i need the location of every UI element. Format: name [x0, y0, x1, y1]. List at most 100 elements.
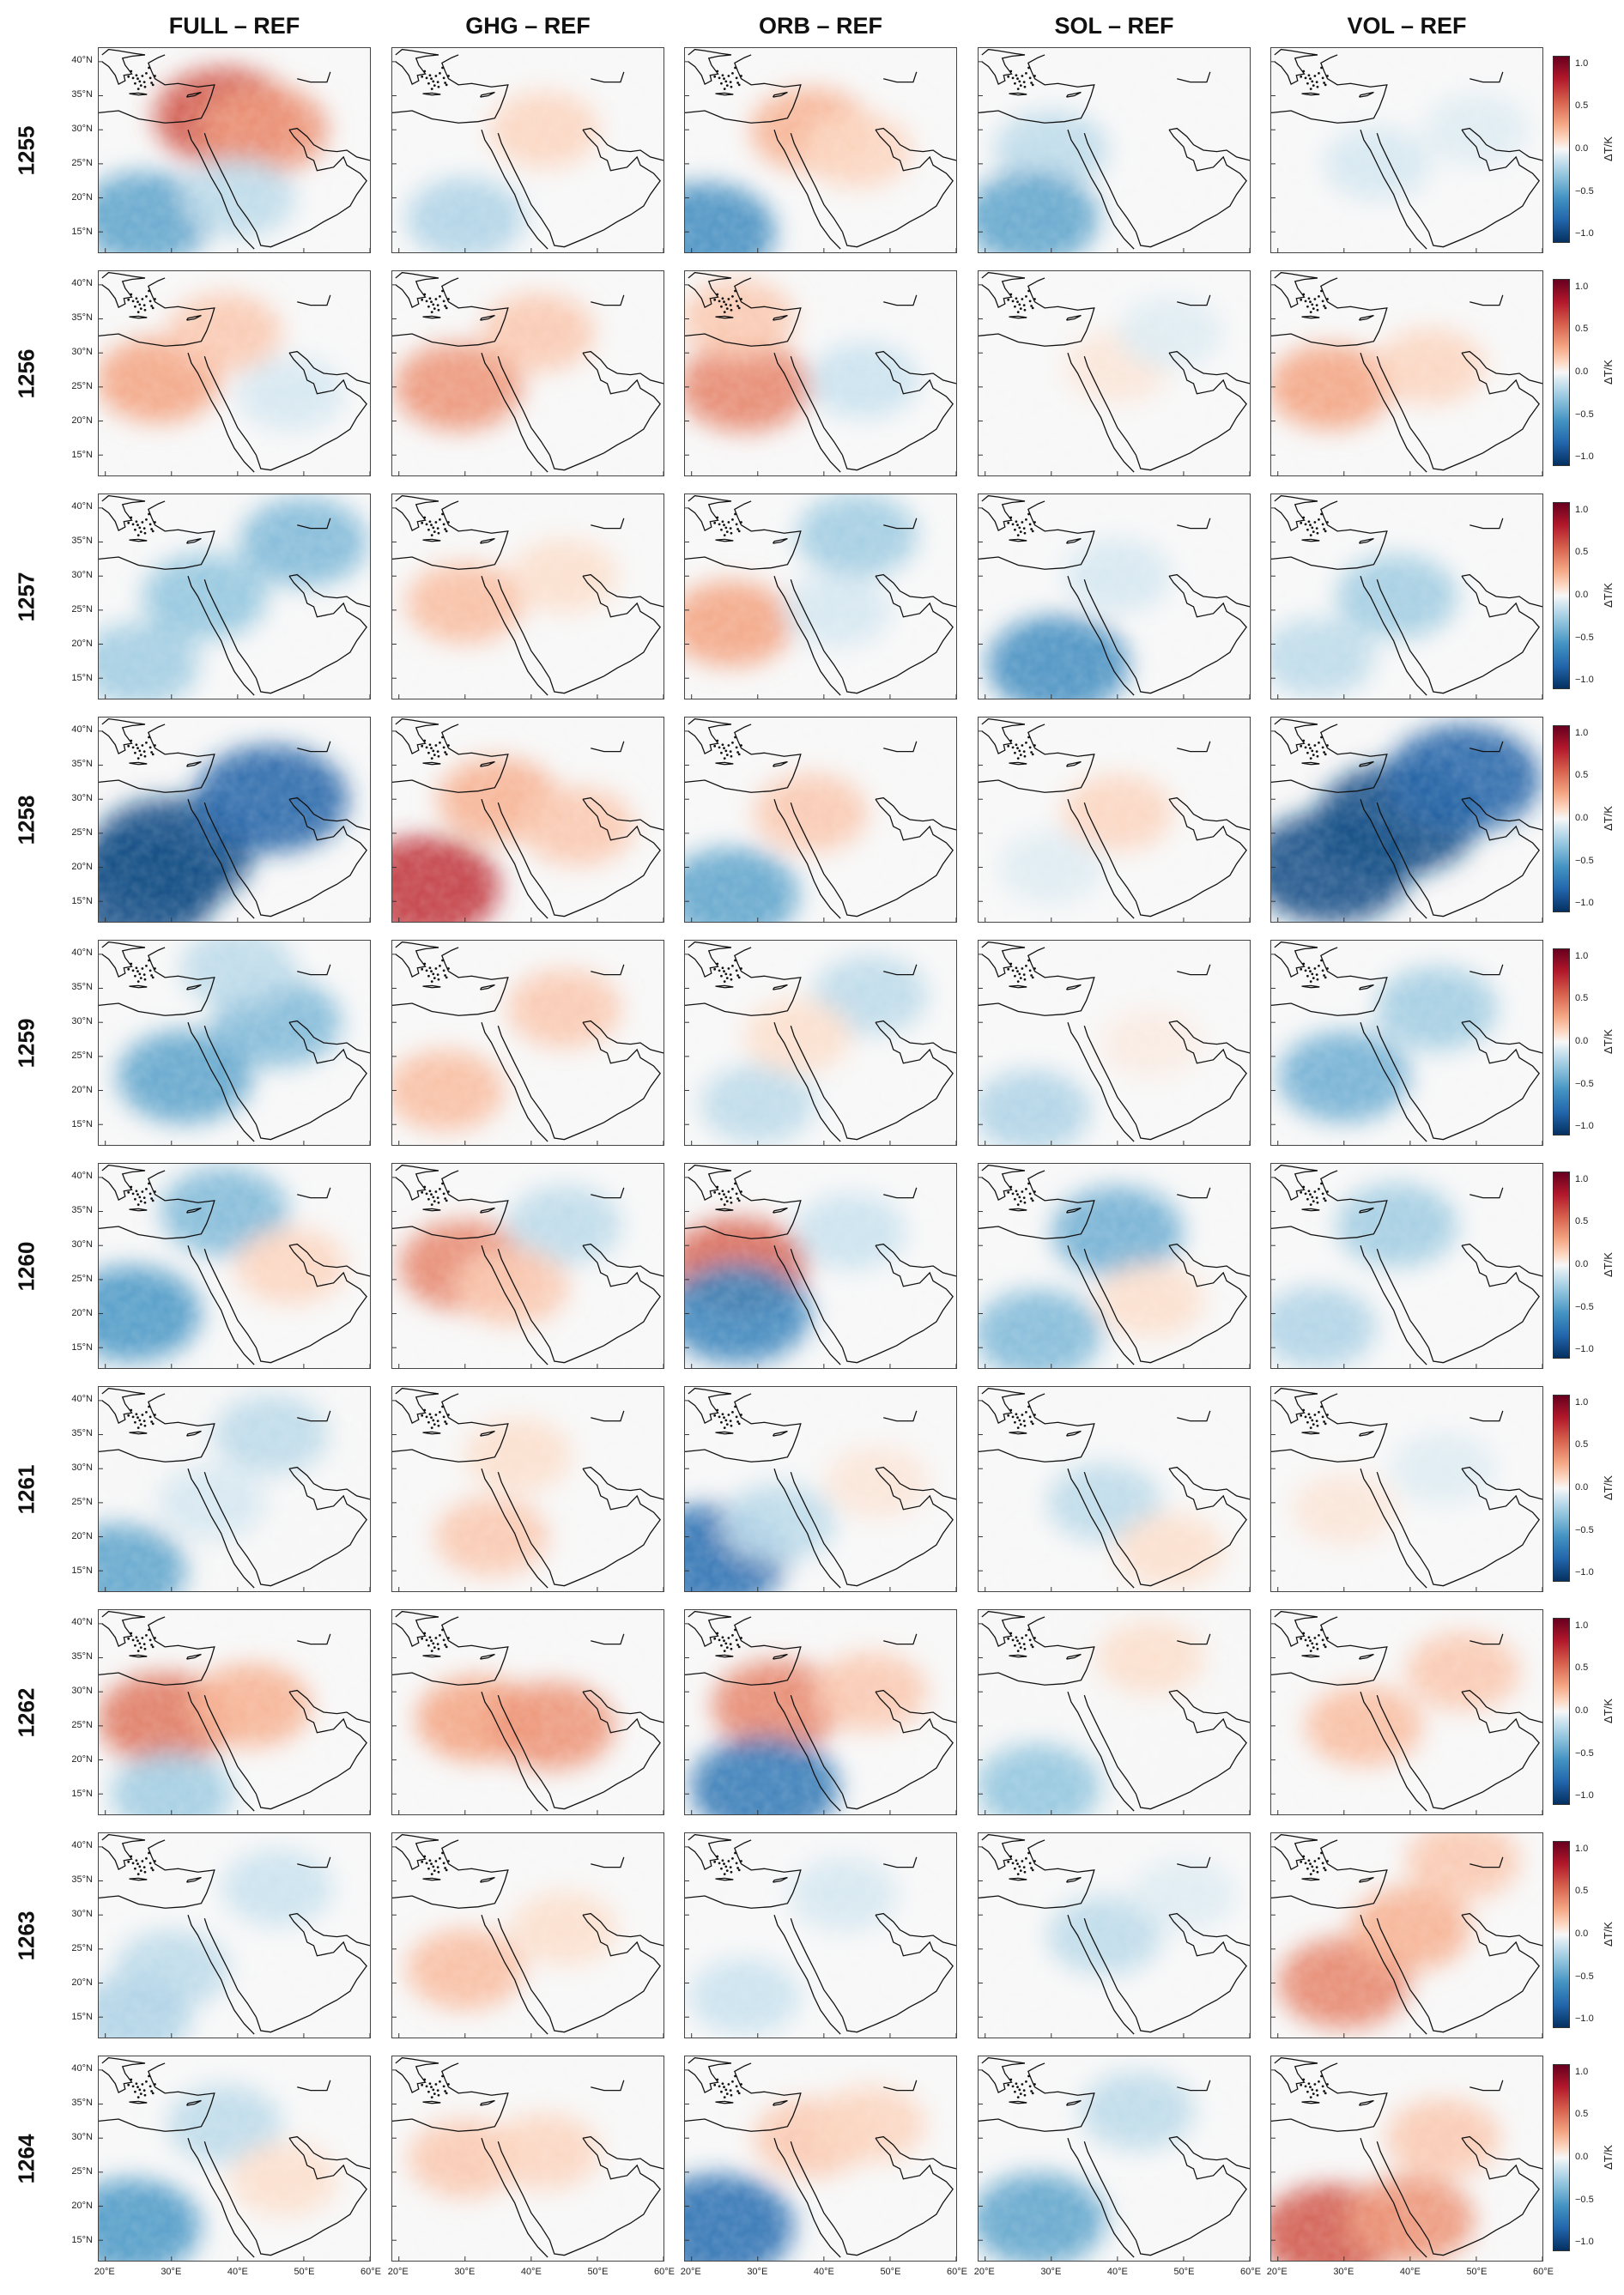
- island: [136, 970, 139, 973]
- island: [1019, 754, 1022, 757]
- island: [433, 307, 436, 311]
- coastlines: [392, 494, 664, 696]
- coastline: [203, 132, 257, 233]
- texture-overlay: [392, 494, 664, 699]
- island: [1318, 964, 1320, 967]
- island: [731, 1410, 734, 1414]
- island: [740, 1637, 742, 1639]
- island: [134, 1420, 136, 1424]
- coastlines: [1271, 1833, 1542, 2035]
- island: [1316, 1424, 1319, 1427]
- island: [430, 1650, 433, 1652]
- island: [718, 1192, 721, 1196]
- coastline: [101, 1387, 146, 1424]
- coastline: [203, 1471, 257, 1571]
- island: [433, 1869, 436, 1873]
- row-label-text: 1263: [13, 1910, 39, 1961]
- island: [1027, 959, 1030, 962]
- coastline: [101, 1164, 146, 1201]
- y-tick-label: 35°N: [71, 1205, 93, 1215]
- coastlines: [685, 1387, 956, 1589]
- island: [444, 1197, 447, 1200]
- coastline: [591, 1856, 625, 1868]
- island: [1028, 300, 1032, 303]
- coastline: [1376, 802, 1429, 902]
- coastline: [422, 1431, 441, 1435]
- island: [720, 1197, 723, 1201]
- island: [1021, 2083, 1024, 2086]
- island: [1028, 1415, 1032, 1419]
- coastline: [392, 500, 509, 570]
- island: [148, 736, 150, 739]
- map-panel: [98, 2056, 371, 2262]
- y-tick-label: 30°N: [71, 1239, 93, 1250]
- island: [723, 1873, 726, 1875]
- coastline: [1359, 760, 1374, 767]
- island: [1016, 311, 1020, 313]
- coastline: [288, 1020, 370, 1054]
- coastline: [688, 718, 732, 754]
- coastline: [1427, 352, 1540, 471]
- island: [444, 2090, 447, 2092]
- coastline: [297, 518, 331, 530]
- coastline: [1177, 964, 1211, 976]
- island: [1320, 1405, 1323, 1408]
- coastline: [297, 71, 331, 83]
- island: [428, 2082, 432, 2086]
- coastline: [1469, 964, 1504, 976]
- island: [141, 1860, 144, 1862]
- island: [1030, 1420, 1033, 1423]
- texture-overlay: [979, 494, 1250, 699]
- island: [1016, 1650, 1020, 1652]
- coastline: [1359, 1876, 1374, 1883]
- island: [725, 1646, 729, 1650]
- coastline: [1067, 1692, 1135, 1812]
- coastline: [101, 271, 146, 308]
- island: [427, 1867, 430, 1870]
- map-svg: [979, 941, 1250, 1145]
- map-panel: [978, 2056, 1251, 2262]
- map-panel: [684, 1609, 957, 1815]
- island: [436, 527, 439, 530]
- map-panel: [391, 47, 664, 253]
- island: [447, 1190, 450, 1193]
- map-svg: [392, 2056, 664, 2261]
- island: [439, 71, 441, 75]
- coastline: [582, 1912, 664, 1947]
- coastline: [875, 1466, 956, 1500]
- colorbar-tick-label: 0.0: [1575, 1259, 1589, 1269]
- island: [1033, 521, 1036, 524]
- island: [1022, 81, 1026, 84]
- coastline: [1274, 48, 1318, 85]
- island: [1313, 1190, 1317, 1193]
- island: [1023, 1647, 1027, 1650]
- island: [720, 974, 723, 978]
- y-tick-label: 15°N: [71, 673, 93, 683]
- island: [442, 300, 445, 303]
- island: [1309, 300, 1312, 304]
- island: [1033, 2083, 1036, 2086]
- island: [718, 1862, 721, 1865]
- island: [430, 747, 433, 750]
- island: [1311, 749, 1314, 753]
- island: [148, 289, 150, 293]
- island: [427, 1420, 430, 1424]
- island: [1320, 66, 1323, 70]
- island: [1011, 76, 1015, 80]
- island: [130, 962, 133, 966]
- colorbar-tick-label: 0.0: [1575, 1705, 1589, 1716]
- island: [1313, 1414, 1317, 1416]
- coastlines: [99, 271, 370, 473]
- island: [1306, 82, 1309, 85]
- island: [135, 74, 138, 77]
- coastlines: [979, 941, 1250, 1142]
- island: [1304, 1415, 1307, 1419]
- coastline: [288, 573, 370, 608]
- colorbar-tick-label: 1.0: [1575, 281, 1589, 292]
- island: [1016, 1862, 1019, 1866]
- island: [148, 300, 152, 303]
- island: [150, 751, 154, 754]
- island: [1027, 1851, 1030, 1855]
- colorbar-tick-label: −0.5: [1575, 185, 1594, 197]
- coastlines: [685, 1610, 956, 1812]
